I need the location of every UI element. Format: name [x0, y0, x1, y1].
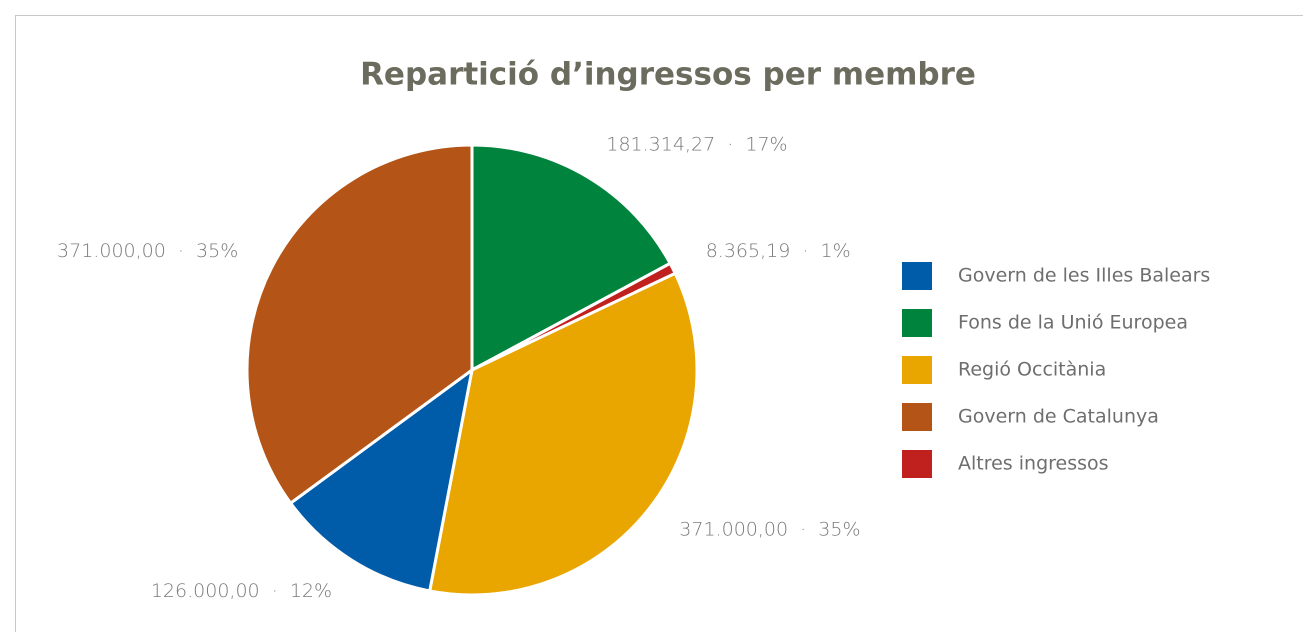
chart-title: Repartició d’ingressos per membre — [360, 57, 976, 93]
legend-label: Regió Occitània — [958, 359, 1106, 381]
data-label: 8.365,19 · 1% — [706, 240, 851, 262]
data-label: 371.000,00 · 35% — [679, 519, 860, 541]
legend-swatch — [902, 450, 932, 478]
legend-swatch — [902, 356, 932, 384]
pie-slice — [470, 143, 673, 373]
data-label: 181.314,27 · 17% — [606, 134, 787, 156]
data-label: 126.000,00 · 12% — [151, 580, 332, 602]
legend-swatch — [902, 262, 932, 290]
legend-label: Fons de la Unió Europea — [958, 312, 1188, 334]
legend-label: Altres ingressos — [958, 453, 1109, 475]
legend-label: Govern de les Illes Balears — [958, 265, 1210, 287]
legend-label: Govern de Catalunya — [958, 406, 1159, 428]
legend-swatch — [902, 309, 932, 337]
pie-slice — [427, 271, 699, 597]
data-label: 371.000,00 · 35% — [57, 240, 238, 262]
pie-slice — [288, 366, 475, 593]
legend-swatch — [902, 403, 932, 431]
pie-slice — [245, 143, 474, 506]
